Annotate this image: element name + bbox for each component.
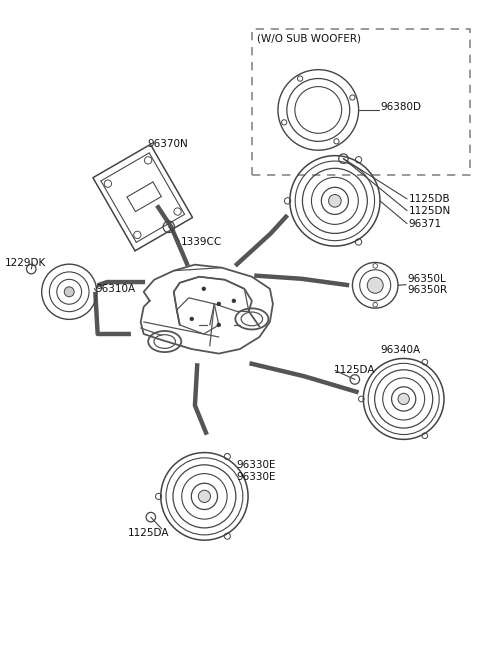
Circle shape xyxy=(232,299,236,303)
Text: 96310A: 96310A xyxy=(96,284,135,293)
Text: 1339CC: 1339CC xyxy=(180,236,222,247)
Text: 1125DB: 1125DB xyxy=(408,194,450,204)
Circle shape xyxy=(190,317,193,321)
Text: 96350R: 96350R xyxy=(408,286,448,295)
Text: 96330E: 96330E xyxy=(236,472,276,482)
Text: 96330E: 96330E xyxy=(236,460,276,470)
Circle shape xyxy=(217,323,221,327)
Text: 96340A: 96340A xyxy=(380,345,420,355)
Text: 96370N: 96370N xyxy=(147,139,188,149)
Text: 96380D: 96380D xyxy=(380,102,421,112)
Text: 1229DK: 1229DK xyxy=(5,258,47,268)
Text: 1125DN: 1125DN xyxy=(408,206,451,215)
Text: 1125DA: 1125DA xyxy=(334,365,375,375)
Circle shape xyxy=(202,287,205,291)
Circle shape xyxy=(64,287,74,297)
Circle shape xyxy=(398,393,409,405)
Circle shape xyxy=(329,195,341,207)
Text: 96371: 96371 xyxy=(408,219,442,229)
Circle shape xyxy=(367,277,383,293)
Text: 1125DA: 1125DA xyxy=(128,529,169,538)
Text: 96350L: 96350L xyxy=(408,274,446,284)
Text: (W/O SUB WOOFER): (W/O SUB WOOFER) xyxy=(257,33,361,44)
Circle shape xyxy=(217,302,221,306)
Circle shape xyxy=(198,490,211,502)
